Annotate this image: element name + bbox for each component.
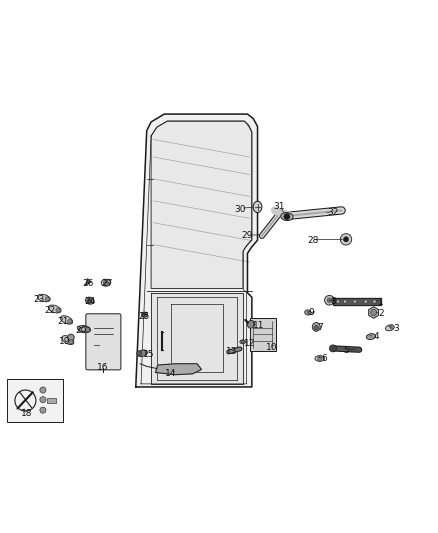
Text: 19: 19 xyxy=(59,337,71,346)
FancyBboxPatch shape xyxy=(86,314,121,370)
Text: 20: 20 xyxy=(75,326,87,335)
Ellipse shape xyxy=(240,340,245,344)
Polygon shape xyxy=(86,279,91,285)
Circle shape xyxy=(327,298,332,302)
Text: 21: 21 xyxy=(57,317,68,326)
Text: 26: 26 xyxy=(82,279,93,288)
Ellipse shape xyxy=(281,213,293,221)
Text: 16: 16 xyxy=(97,363,109,372)
Circle shape xyxy=(325,295,334,305)
Polygon shape xyxy=(333,298,381,305)
Ellipse shape xyxy=(137,350,148,357)
Circle shape xyxy=(103,280,109,285)
Circle shape xyxy=(329,345,336,352)
Text: 7: 7 xyxy=(317,324,323,332)
Circle shape xyxy=(371,310,377,316)
Text: 23: 23 xyxy=(34,295,45,304)
Text: 22: 22 xyxy=(45,306,56,315)
Text: 6: 6 xyxy=(321,354,327,363)
Text: 25: 25 xyxy=(139,312,150,321)
Ellipse shape xyxy=(305,310,311,315)
Text: 5: 5 xyxy=(343,346,349,355)
Ellipse shape xyxy=(312,322,320,332)
Text: 32: 32 xyxy=(327,208,339,217)
Circle shape xyxy=(69,340,73,344)
Text: 10: 10 xyxy=(266,343,277,352)
Circle shape xyxy=(343,300,347,303)
Bar xyxy=(250,318,276,351)
Circle shape xyxy=(373,300,376,303)
Circle shape xyxy=(56,308,60,312)
Ellipse shape xyxy=(315,356,325,361)
Circle shape xyxy=(45,297,49,301)
Text: 2: 2 xyxy=(378,309,384,318)
Ellipse shape xyxy=(253,201,262,213)
Ellipse shape xyxy=(67,334,74,341)
Ellipse shape xyxy=(78,327,90,332)
Ellipse shape xyxy=(62,336,74,344)
Text: 24: 24 xyxy=(84,297,95,306)
Text: 28: 28 xyxy=(307,236,319,245)
Text: 14: 14 xyxy=(165,369,177,378)
Circle shape xyxy=(390,325,394,329)
Text: 29: 29 xyxy=(242,231,253,240)
Text: 11: 11 xyxy=(253,321,264,330)
Ellipse shape xyxy=(247,320,254,328)
Circle shape xyxy=(364,300,367,303)
Text: 27: 27 xyxy=(102,279,113,288)
Polygon shape xyxy=(136,114,258,387)
Circle shape xyxy=(318,356,322,361)
Circle shape xyxy=(343,237,349,242)
Polygon shape xyxy=(369,307,378,318)
Polygon shape xyxy=(151,121,252,288)
Ellipse shape xyxy=(78,326,91,333)
Bar xyxy=(47,398,56,403)
Circle shape xyxy=(241,340,244,344)
Polygon shape xyxy=(155,364,201,375)
Ellipse shape xyxy=(49,305,61,313)
Ellipse shape xyxy=(60,316,73,324)
Text: 8: 8 xyxy=(330,297,336,306)
Circle shape xyxy=(340,233,352,245)
Circle shape xyxy=(85,328,90,332)
Ellipse shape xyxy=(37,294,50,302)
Text: 13: 13 xyxy=(226,348,238,357)
Text: 3: 3 xyxy=(393,324,399,333)
Text: 15: 15 xyxy=(143,350,155,359)
Text: 30: 30 xyxy=(234,205,246,214)
Circle shape xyxy=(88,298,92,303)
Text: 18: 18 xyxy=(21,409,32,418)
Text: 9: 9 xyxy=(308,308,314,317)
Ellipse shape xyxy=(385,325,394,331)
Ellipse shape xyxy=(101,279,111,286)
Circle shape xyxy=(40,407,46,413)
Circle shape xyxy=(67,319,72,324)
Circle shape xyxy=(142,312,147,317)
Ellipse shape xyxy=(314,326,318,330)
Circle shape xyxy=(40,387,46,393)
Ellipse shape xyxy=(366,334,376,340)
FancyBboxPatch shape xyxy=(7,379,63,422)
Polygon shape xyxy=(151,293,243,384)
Ellipse shape xyxy=(141,312,148,317)
Circle shape xyxy=(284,214,290,220)
Circle shape xyxy=(336,300,340,303)
Circle shape xyxy=(353,300,357,303)
Text: 31: 31 xyxy=(274,201,285,211)
Text: 4: 4 xyxy=(374,332,379,341)
Text: 12: 12 xyxy=(244,338,255,348)
Ellipse shape xyxy=(85,297,94,304)
Circle shape xyxy=(40,397,46,403)
Text: 1: 1 xyxy=(378,298,384,307)
Circle shape xyxy=(137,351,142,356)
